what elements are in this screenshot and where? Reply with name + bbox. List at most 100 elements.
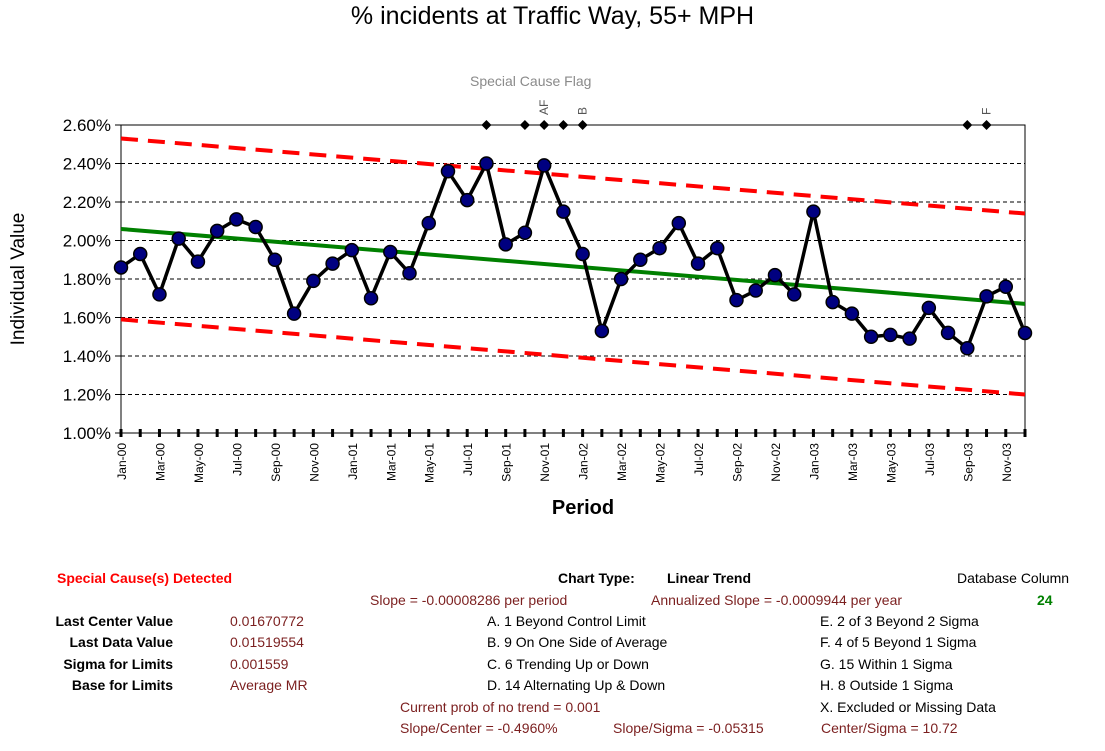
rule-a: A. 1 Beyond Control Limit (487, 613, 646, 629)
special-cause-flag-label: AF (537, 100, 551, 115)
data-point (325, 256, 340, 271)
special-cause-detected-label: Special Cause(s) Detected (57, 570, 233, 586)
lower-control-limit-line (120, 317, 1026, 397)
x-tick-label: May-01 (423, 443, 437, 483)
control-chart: 1.00% 1.20% 1.40% 1.60% 1.80% 2.00% 2.20% 2.40%… (8, 100, 1033, 519)
data-point (383, 244, 398, 260)
x-tick-label: Jan-02 (577, 443, 591, 480)
data-series-line (119, 161, 1027, 351)
data-point (921, 300, 937, 316)
special-cause-flag-title: Special Cause Flag (470, 73, 592, 89)
x-tick-label: May-00 (192, 443, 206, 483)
data-point (421, 215, 436, 231)
data-point (344, 242, 360, 258)
y-tick-label: 1.40% (63, 347, 111, 366)
x-tick-label: Jul-03 (923, 443, 937, 476)
data-point (286, 306, 302, 321)
data-point (883, 327, 898, 343)
x-tick-label: Jul-02 (692, 443, 706, 476)
special-cause-flag-label: F (980, 108, 994, 115)
x-tick-label: Jan-03 (807, 443, 821, 480)
x-tick-label: Nov-03 (1000, 443, 1014, 482)
data-point (786, 287, 802, 302)
x-tick-label: Nov-01 (538, 443, 552, 482)
data-point (825, 294, 840, 310)
special-cause-flag-marker (481, 120, 492, 130)
rule-f: F. 4 of 5 Beyond 1 Sigma (820, 634, 977, 650)
stat-label: Last Center Value (55, 613, 174, 629)
x-tick-label: May-02 (654, 443, 668, 483)
y-tick-label: 1.80% (63, 270, 111, 289)
data-point (940, 325, 956, 341)
annualized-slope-text: Annualized Slope = -0.0009944 per year (651, 592, 903, 608)
data-point (190, 254, 206, 269)
slope-sigma: Slope/Sigma = -0.05315 (613, 720, 764, 736)
special-cause-flag-marker (519, 120, 530, 130)
data-point (113, 260, 129, 275)
chart-title: % incidents at Traffic Way, 55+ MPH (350, 2, 755, 30)
data-point (267, 252, 283, 267)
data-point (536, 158, 552, 173)
data-point (479, 156, 494, 171)
data-point (748, 283, 763, 298)
data-point (767, 267, 783, 283)
slope-center: Slope/Center = -0.4960% (400, 720, 558, 736)
data-point (402, 265, 417, 281)
database-column-label: Database Column (957, 570, 1070, 586)
x-tick-label: Mar-02 (615, 443, 629, 481)
upper-control-limit-line (120, 136, 1026, 216)
y-tick-label: 2.00% (63, 232, 111, 251)
x-tick-label: Sep-02 (730, 443, 744, 482)
data-point (729, 292, 744, 308)
data-point (844, 306, 860, 321)
y-tick-label: 2.60% (63, 116, 111, 135)
rule-h: H. 8 Outside 1 Sigma (820, 677, 954, 693)
data-point (902, 331, 917, 346)
y-tick-label: 2.40% (63, 155, 111, 174)
stat-label: Last Data Value (69, 634, 174, 650)
rule-d: D. 14 Alternating Up & Down (487, 677, 666, 693)
center-sigma: Center/Sigma = 10.72 (821, 720, 958, 736)
x-tick-label: Jan-01 (346, 443, 360, 480)
y-tick-label: 1.60% (63, 309, 111, 328)
data-point (960, 341, 975, 356)
data-point (1017, 325, 1033, 341)
x-tick-label: Mar-01 (384, 443, 398, 481)
data-point (806, 204, 821, 219)
data-point (633, 252, 648, 267)
data-point (556, 204, 571, 219)
data-point (575, 246, 590, 262)
data-point (863, 329, 879, 344)
rule-x: X. Excluded or Missing Data (820, 699, 996, 715)
stat-value: 0.01519554 (230, 634, 304, 650)
special-cause-flag-marker (539, 120, 550, 130)
rule-c: C. 6 Trending Up or Down (487, 656, 649, 672)
special-cause-flag-marker (981, 120, 992, 130)
special-cause-flag-marker (962, 120, 973, 130)
x-tick-label: Jul-01 (461, 443, 475, 476)
chart-type-label: Chart Type: (558, 570, 635, 586)
data-point (171, 231, 186, 246)
stat-value: 0.001559 (230, 656, 289, 672)
x-tick-label: Jan-00 (115, 443, 129, 480)
data-point (440, 163, 456, 179)
rule-b: B. 9 On One Side of Average (487, 634, 668, 650)
data-point (710, 240, 725, 256)
data-point (152, 287, 167, 302)
data-point (613, 271, 629, 287)
x-tick-label: Nov-02 (769, 443, 783, 482)
special-cause-flag-label: B (576, 107, 590, 115)
y-tick-label: 1.20% (63, 386, 111, 405)
data-point (498, 237, 513, 252)
data-point (594, 323, 610, 339)
stat-value: 0.01670772 (230, 613, 304, 629)
data-point (998, 279, 1014, 294)
x-axis-title: Period (552, 497, 614, 519)
chart-type-value: Linear Trend (667, 570, 752, 586)
special-cause-flag-marker (577, 120, 588, 130)
stat-value: Average MR (230, 677, 308, 693)
center-line (120, 226, 1026, 306)
data-point (229, 212, 244, 227)
database-column-value: 24 (1037, 592, 1053, 608)
prob-no-trend: Current prob of no trend = 0.001 (400, 699, 601, 715)
